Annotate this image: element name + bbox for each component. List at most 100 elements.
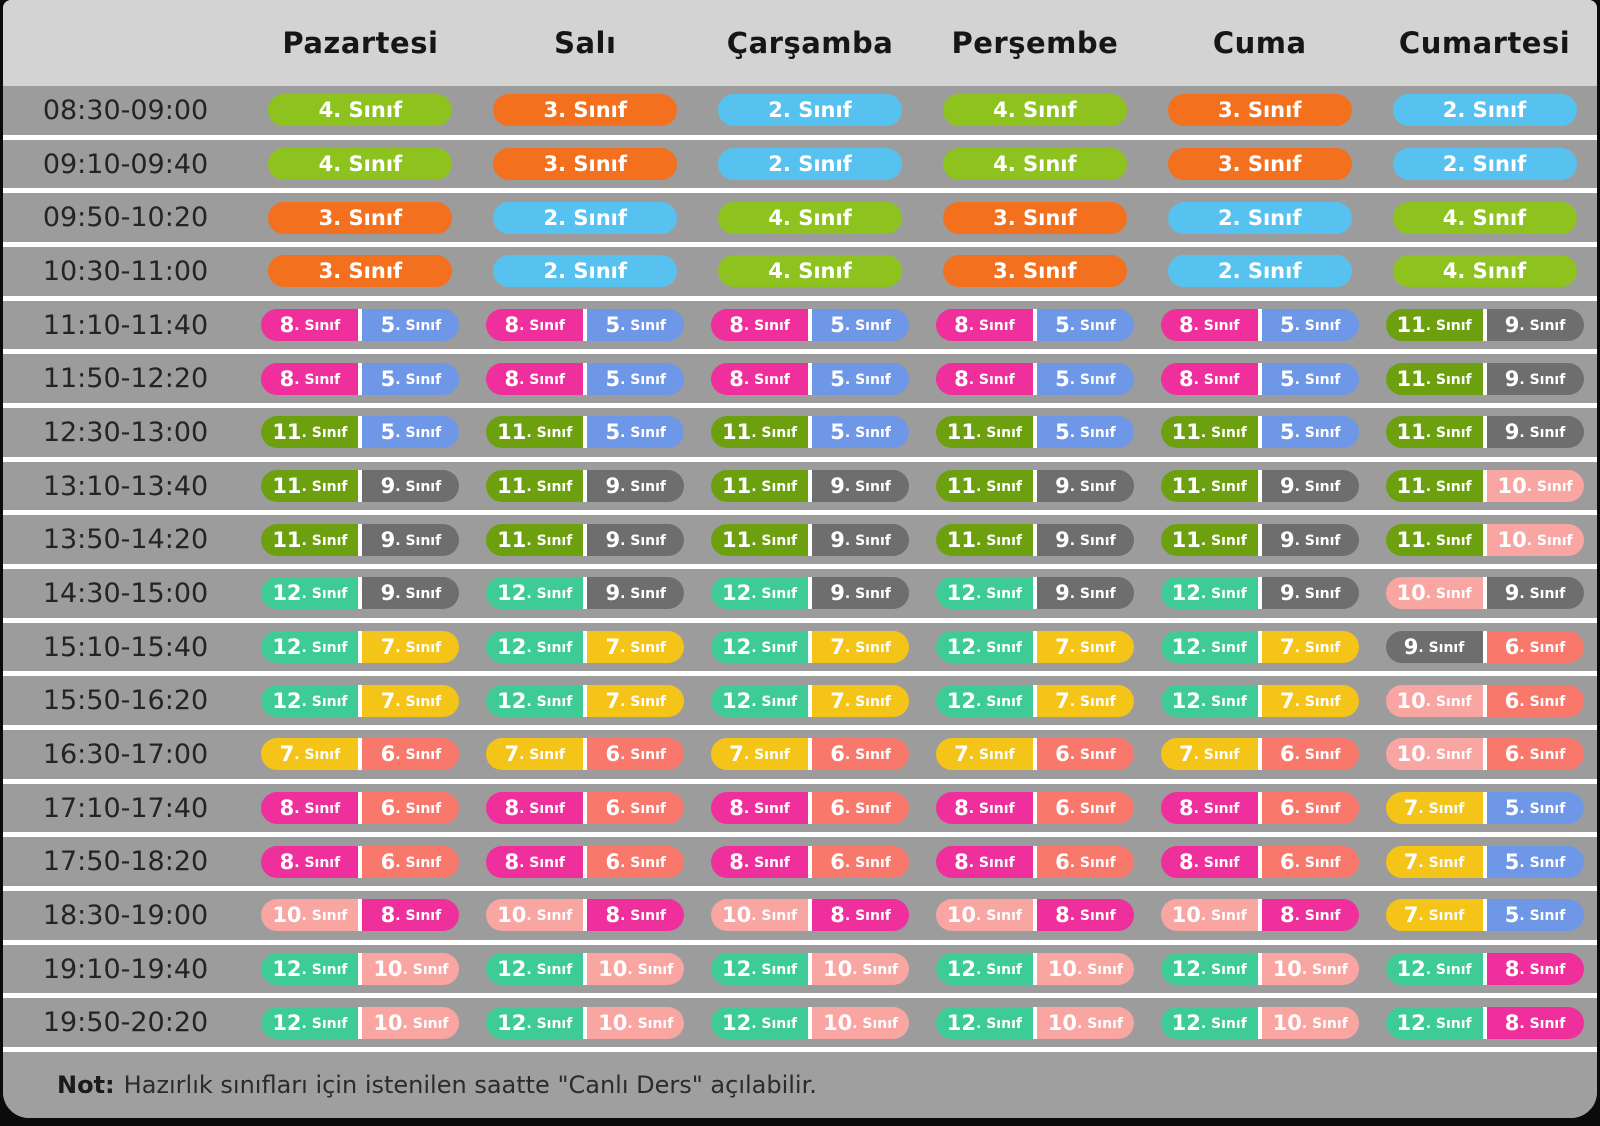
pill-divider (1257, 792, 1262, 825)
class-pill-right: 6. Sınıf (1261, 845, 1359, 878)
class-pill-left: 12. Sınıf (261, 577, 359, 610)
pill-grade-number: 10 (497, 903, 527, 928)
schedule-cell: 8. Sınıf 5. Sınıf (922, 309, 1147, 342)
time-label: 14:30-15:00 (42, 577, 209, 609)
schedule-cell: 11. Sınıf 5. Sınıf (248, 416, 473, 449)
pill-grade-suffix: . Sınıf (1294, 425, 1341, 442)
class-pill-left: 8. Sınıf (486, 362, 584, 395)
schedule-cell: 3. Sınıf (1147, 148, 1372, 180)
pill-grade-suffix: . Sınıf (1294, 479, 1341, 496)
pill-grade-number: 10 (1272, 957, 1302, 982)
pill-grade-suffix: . Sınıf (844, 532, 891, 549)
pill-grade-number: 5 (380, 420, 396, 445)
class-pill-pair: 8. Sınıf 6. Sınıf (711, 792, 910, 825)
pill-grade-suffix: . Sınıf (976, 586, 1022, 603)
schedule-cell: 8. Sınıf 5. Sınıf (698, 309, 923, 342)
class-pill-pair: 12. Sınıf 7. Sınıf (261, 684, 460, 717)
pill-grade-number: 8 (729, 796, 744, 821)
pill-grade-suffix: . Sınıf (844, 854, 891, 871)
pill-grade-number: 7 (830, 688, 845, 713)
pill-grade-number: 7 (380, 688, 396, 713)
class-pill-right: 6. Sınıf (362, 792, 460, 825)
pill-divider (358, 792, 363, 825)
class-pill-pair: 10. Sınıf 8. Sınıf (261, 899, 460, 932)
schedule-cell: 8. Sınıf 6. Sınıf (698, 792, 923, 825)
pill-grade-suffix: . Sınıf (395, 318, 442, 335)
pill-grade-number: 8 (504, 366, 520, 391)
pill-grade-number: 10 (373, 1010, 403, 1035)
class-pill: 2. Sınıf (718, 148, 903, 180)
class-pill-left: 8. Sınıf (1160, 845, 1258, 878)
pill-divider (583, 899, 588, 932)
class-pill-pair: 12. Sınıf 10. Sınıf (261, 953, 460, 986)
schedule-cell: 12. Sınıf 9. Sınıf (473, 577, 698, 610)
note-label: Not: (57, 1071, 115, 1099)
pill-grade-suffix: . Sınıf (976, 640, 1022, 657)
pill-grade-number: 12 (272, 1010, 302, 1035)
class-pill-pair: 8. Sınıf 6. Sınıf (486, 845, 685, 878)
class-pill-pair: 7. Sınıf 5. Sınıf (1385, 845, 1584, 878)
class-pill-pair: 8. Sınıf 5. Sınıf (1160, 362, 1359, 395)
pill-grade-suffix: . Sınıf (1425, 371, 1472, 388)
class-pill-right: 9. Sınıf (362, 577, 460, 610)
schedule-cell: 8. Sınıf 5. Sınıf (1147, 362, 1372, 395)
pill-grade-number: 7 (954, 742, 969, 767)
pill-grade-suffix: . Sınıf (395, 640, 442, 657)
pill-grade-number: 6 (1055, 849, 1070, 874)
pill-divider (808, 1006, 813, 1039)
pill-divider (358, 362, 363, 395)
pill-grade-number: 6 (830, 796, 845, 821)
class-pill-right: 9. Sınıf (587, 577, 685, 610)
pill-grade-number: 8 (954, 796, 969, 821)
schedule-cell: 8. Sınıf 6. Sınıf (1147, 845, 1372, 878)
pill-divider (1032, 362, 1037, 395)
pill-grade-number: 10 (272, 903, 302, 928)
pill-grade-number: 12 (272, 688, 302, 713)
pill-grade-number: 5 (1055, 366, 1070, 391)
schedule-cell: 11. Sınıf 5. Sınıf (698, 416, 923, 449)
schedule-cell: 9. Sınıf 6. Sınıf (1372, 631, 1597, 664)
pill-grade-suffix: . Sınıf (395, 693, 442, 710)
pill-grade-suffix: . Sınıf (1193, 371, 1240, 388)
schedule-cell: 11. Sınıf 9. Sınıf (698, 470, 923, 503)
schedule-cell: 2. Sınıf (473, 255, 698, 288)
pill-grade-number: 9 (1055, 474, 1070, 499)
class-pill-left: 12. Sınıf (935, 631, 1033, 664)
class-pill-pair: 8. Sınıf 6. Sınıf (1160, 845, 1359, 878)
pill-grade-number: 12 (272, 957, 302, 982)
class-pill-right: 9. Sınıf (812, 523, 910, 556)
class-pill-pair: 11. Sınıf 5. Sınıf (711, 416, 910, 449)
pill-divider (1482, 309, 1487, 342)
class-pill-right: 9. Sınıf (1036, 523, 1134, 556)
pill-grade-number: 12 (272, 581, 302, 606)
schedule-cell: 11. Sınıf 9. Sınıf (473, 470, 698, 503)
class-pill: 3. Sınıf (942, 201, 1127, 234)
class-pill-pair: 11. Sınıf 9. Sınıf (1160, 470, 1359, 503)
class-pill-right: 10. Sınıf (1486, 470, 1584, 503)
schedule-cell: 10. Sınıf 9. Sınıf (1372, 577, 1597, 610)
class-pill-left: 12. Sınıf (935, 1006, 1033, 1039)
pill-grade-suffix: . Sınıf (1193, 747, 1240, 764)
schedule-cell: 12. Sınıf 9. Sınıf (1147, 577, 1372, 610)
pill-grade-suffix: . Sınıf (301, 586, 348, 603)
pill-grade-number: 8 (830, 903, 845, 928)
pill-grade-suffix: . Sınıf (519, 318, 566, 335)
pill-grade-number: 6 (1504, 688, 1520, 713)
pill-divider (1257, 845, 1262, 878)
class-pill-pair: 11. Sınıf 9. Sınıf (261, 523, 460, 556)
pill-grade-suffix: . Sınıf (620, 640, 667, 657)
schedule-cell: 12. Sınıf 9. Sınıf (698, 577, 923, 610)
schedule-cell: 8. Sınıf 5. Sınıf (473, 309, 698, 342)
class-pill-left: 8. Sınıf (261, 792, 359, 825)
pill-grade-number: 10 (1396, 742, 1426, 767)
pill-grade-number: 7 (1279, 635, 1295, 660)
schedule-row: 17:50-18:20 8. Sınıf 6. Sınıf 8. Sınıf 6. Sı… (3, 837, 1597, 892)
class-pill-left: 12. Sınıf (1385, 953, 1483, 986)
pill-divider (1482, 738, 1487, 771)
pill-grade-number: 10 (598, 957, 628, 982)
pill-grade-suffix: . Sınıf (620, 908, 667, 925)
schedule-row: 19:10-19:40 12. Sınıf 10. Sınıf 12. Sınıf 10… (3, 944, 1597, 999)
schedule-cell: 4. Sınıf (1372, 255, 1597, 288)
pill-grade-number: 6 (1504, 635, 1520, 660)
class-pill-left: 7. Sınıf (711, 738, 809, 771)
